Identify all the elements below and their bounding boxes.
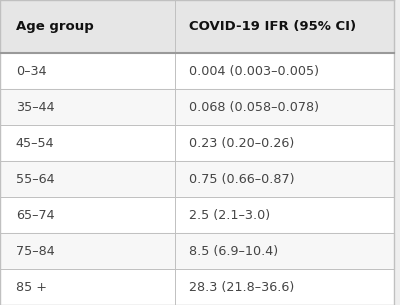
Text: 75–84: 75–84 (16, 245, 54, 258)
Text: 0.004 (0.003–0.005): 0.004 (0.003–0.005) (189, 65, 319, 78)
Text: 0.068 (0.058–0.078): 0.068 (0.058–0.078) (189, 101, 319, 114)
Text: Age group: Age group (16, 20, 94, 33)
Text: 55–64: 55–64 (16, 173, 54, 186)
Text: 35–44: 35–44 (16, 101, 54, 114)
Text: 85 +: 85 + (16, 281, 47, 293)
Text: COVID-19 IFR (95% CI): COVID-19 IFR (95% CI) (189, 20, 356, 33)
Bar (0, 197, 394, 233)
Text: 0–34: 0–34 (16, 65, 46, 78)
Text: 45–54: 45–54 (16, 137, 54, 150)
Text: 8.5 (6.9–10.4): 8.5 (6.9–10.4) (189, 245, 278, 258)
Bar (0, 161, 394, 197)
Bar (0, 269, 394, 305)
Bar (0, 89, 394, 125)
Text: 0.23 (0.20–0.26): 0.23 (0.20–0.26) (189, 137, 294, 150)
Text: 2.5 (2.1–3.0): 2.5 (2.1–3.0) (189, 209, 270, 222)
Text: 0.75 (0.66–0.87): 0.75 (0.66–0.87) (189, 173, 295, 186)
Bar (0, 0, 394, 53)
Bar (0, 53, 394, 89)
Bar (0, 125, 394, 161)
Text: 28.3 (21.8–36.6): 28.3 (21.8–36.6) (189, 281, 294, 293)
Bar (0, 233, 394, 269)
Text: 65–74: 65–74 (16, 209, 54, 222)
